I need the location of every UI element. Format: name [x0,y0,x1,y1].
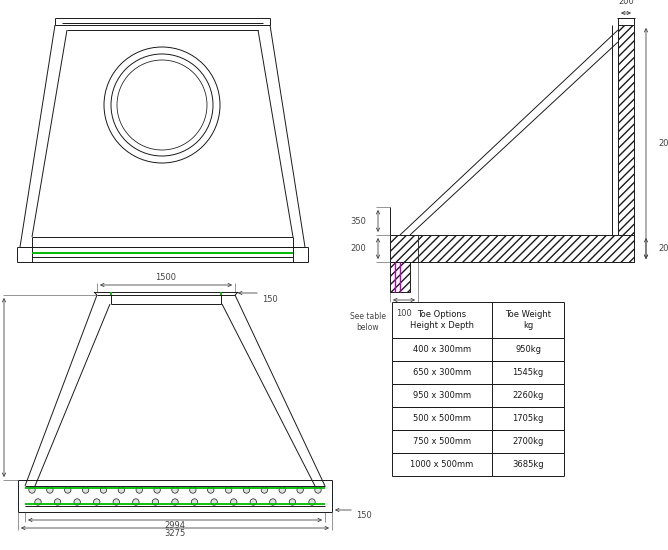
Text: 150: 150 [262,294,278,304]
Circle shape [191,499,198,505]
Text: 200: 200 [618,0,634,6]
Circle shape [152,499,158,505]
Circle shape [243,487,250,493]
Circle shape [172,487,178,493]
Text: 400 x 300mm: 400 x 300mm [413,345,471,354]
Circle shape [225,487,232,493]
Circle shape [309,499,315,505]
Circle shape [118,487,124,493]
Text: 750 x 500mm: 750 x 500mm [413,437,471,446]
Circle shape [270,499,276,505]
Circle shape [261,487,268,493]
Circle shape [82,487,89,493]
Circle shape [74,499,80,505]
Text: 350: 350 [350,217,366,226]
Circle shape [211,499,217,505]
Circle shape [250,499,257,505]
Polygon shape [618,25,634,262]
Text: 1545kg: 1545kg [512,368,544,377]
Circle shape [230,499,237,505]
Text: 500 x 500mm: 500 x 500mm [413,414,471,423]
Circle shape [47,487,53,493]
Circle shape [289,499,296,505]
Text: 2260kg: 2260kg [512,391,544,400]
Text: 1705kg: 1705kg [512,414,544,423]
Circle shape [94,499,100,505]
Text: 200: 200 [350,244,366,253]
Text: 950 x 300mm: 950 x 300mm [413,391,471,400]
Circle shape [136,487,142,493]
Circle shape [279,487,285,493]
Text: 100: 100 [396,309,412,318]
Circle shape [113,499,120,505]
Text: Toe Weight
kg: Toe Weight kg [505,310,551,329]
Polygon shape [390,262,410,292]
Circle shape [190,487,196,493]
Text: 200: 200 [658,244,668,253]
Circle shape [208,487,214,493]
Circle shape [100,487,107,493]
Circle shape [172,499,178,505]
Text: 950kg: 950kg [515,345,541,354]
Circle shape [54,499,61,505]
Circle shape [29,487,35,493]
Text: 3275: 3275 [164,529,186,537]
Text: 650 x 300mm: 650 x 300mm [413,368,471,377]
Polygon shape [390,235,634,262]
Text: See table
below: See table below [350,312,386,332]
Text: Toe Options
Height x Depth: Toe Options Height x Depth [410,310,474,329]
Text: 2050: 2050 [658,139,668,148]
Text: 1500: 1500 [156,273,176,283]
Circle shape [65,487,71,493]
Text: 2994: 2994 [164,520,186,530]
Text: 2700kg: 2700kg [512,437,544,446]
Circle shape [35,499,41,505]
Text: 3685kg: 3685kg [512,460,544,469]
Text: 1000 x 500mm: 1000 x 500mm [410,460,474,469]
Circle shape [133,499,139,505]
Text: 150: 150 [356,512,372,520]
Circle shape [154,487,160,493]
Circle shape [297,487,303,493]
Circle shape [315,487,321,493]
